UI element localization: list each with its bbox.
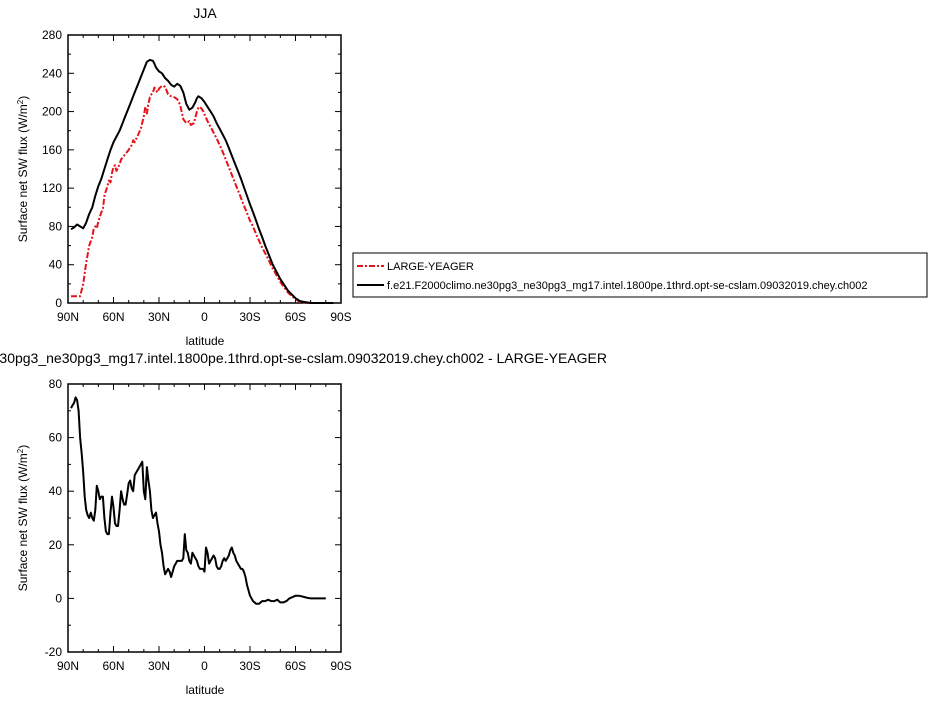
x-tick-label: 30N bbox=[148, 659, 170, 673]
y-tick-label: 40 bbox=[49, 484, 63, 498]
x-tick-label: 90N bbox=[57, 659, 79, 673]
y-tick-label: -20 bbox=[45, 645, 63, 659]
y-tick-label: 0 bbox=[55, 591, 62, 605]
series-line-1 bbox=[70, 58, 334, 304]
x-tick-label: 60S bbox=[285, 310, 306, 324]
y-tick-label: 120 bbox=[42, 181, 62, 195]
axis-ticks: 90N 60N 30N 0 30S 60S 90S -20 0 20 40 60 80 bbox=[45, 377, 352, 673]
x-tick-label: 60S bbox=[285, 659, 306, 673]
x-tick-label: 60N bbox=[102, 310, 124, 324]
x-tick-label: 30S bbox=[239, 310, 260, 324]
y-tick-label: 0 bbox=[55, 296, 62, 310]
y-tick-label: 200 bbox=[42, 105, 62, 119]
x-tick-label: 60N bbox=[102, 659, 124, 673]
y-tick-label: 280 bbox=[42, 28, 62, 42]
axis-ticks: 90N 60N 30N 0 30S 60S 90S 0 40 80 120 160 200 240 280 bbox=[42, 28, 352, 324]
series-line-0 bbox=[71, 84, 334, 304]
chart-bottom: f.e21.F2000climo.ne30pg3_ne30pg3_mg17.in… bbox=[0, 350, 607, 697]
y-tick-label: 240 bbox=[42, 66, 62, 80]
x-tick-label: 90S bbox=[330, 659, 351, 673]
plot-frame bbox=[67, 383, 342, 653]
series-group bbox=[70, 396, 326, 605]
x-axis-title: latitude bbox=[186, 334, 225, 348]
series-line-0 bbox=[70, 396, 326, 605]
x-tick-label: 90N bbox=[57, 310, 79, 324]
x-tick-label: 90S bbox=[330, 310, 351, 324]
legend: LARGE-YEAGER f.e21.F2000climo.ne30pg3_ne… bbox=[352, 252, 928, 298]
y-tick-label: 80 bbox=[49, 377, 63, 391]
y-axis-title: Surface net SW flux (W/m2) bbox=[16, 445, 30, 591]
y-tick-label: 20 bbox=[49, 538, 63, 552]
legend-box bbox=[352, 252, 928, 298]
y-tick-label: 160 bbox=[42, 143, 62, 157]
y-tick-label: 40 bbox=[49, 258, 63, 272]
legend-label-large-yeager: LARGE-YEAGER bbox=[387, 261, 474, 273]
series-group bbox=[70, 58, 334, 304]
y-axis-title: Surface net SW flux (W/m2) bbox=[16, 96, 30, 242]
chart-title-difference: f.e21.F2000climo.ne30pg3_ne30pg3_mg17.in… bbox=[0, 350, 607, 366]
x-tick-label: 30N bbox=[148, 310, 170, 324]
plot-frame bbox=[67, 34, 342, 304]
chart-top: JJA 90N 60N 30N 0 30S 60S 90S 0 40 80 120 160 200 240… bbox=[16, 5, 352, 348]
chart-title: JJA bbox=[193, 5, 217, 21]
x-tick-label: 0 bbox=[201, 310, 208, 324]
y-tick-label: 80 bbox=[49, 219, 63, 233]
legend-label-model: f.e21.F2000climo.ne30pg3_ne30pg3_mg17.in… bbox=[387, 280, 867, 292]
y-tick-label: 60 bbox=[49, 431, 63, 445]
x-tick-label: 30S bbox=[239, 659, 260, 673]
x-tick-label: 0 bbox=[201, 659, 208, 673]
x-axis-title: latitude bbox=[186, 683, 225, 697]
